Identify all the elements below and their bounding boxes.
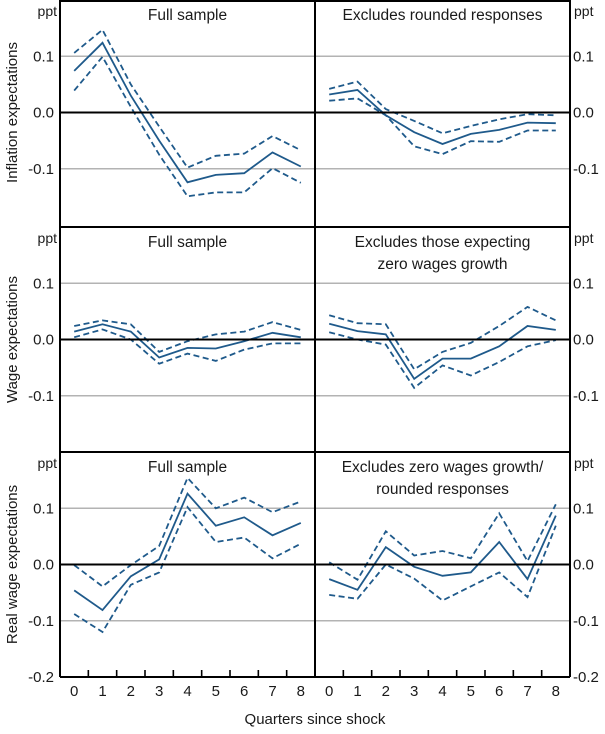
x-tick-label: 4 [183,683,191,700]
series-line-upper-bound [73,28,302,169]
series-line-lower-bound [329,97,556,156]
y-axis-title: Inflation expectations [4,42,21,183]
panel-title: Full sample [148,459,227,476]
y-tick-label-left: 0.0 [33,332,54,349]
series-line-upper-bound [328,503,557,581]
y-axis-title: Real wage expectations [4,485,21,644]
series-line-upper-bound [328,80,556,135]
panel-title: rounded responses [376,481,509,498]
unit-label-left: ppt [38,3,58,19]
x-tick-label: 5 [212,683,220,700]
y-tick-label-left: -0.1 [28,613,54,630]
panel-title: Full sample [148,7,227,24]
series-line-estimate [328,322,556,381]
y-tick-label-right: -0.1 [573,388,599,405]
x-tick-label: 6 [495,683,503,700]
x-tick-label: 2 [382,683,390,700]
panel-title: Full sample [148,234,227,251]
x-tick-label: 5 [467,683,475,700]
x-tick-label: 0 [325,683,333,700]
x-tick-label: 6 [240,683,248,700]
y-tick-label-left: 0.0 [33,557,54,574]
y-tick-label-right: -0.1 [573,613,599,630]
x-tick-label: 0 [70,683,78,700]
y-tick-label-right: 0.1 [573,500,594,517]
series-line-lower-bound [73,328,301,365]
x-tick-label: 8 [552,683,560,700]
series-line-lower-bound [73,55,302,198]
x-tick-label: 1 [98,683,106,700]
series-line-lower-bound [328,331,556,390]
series-line-estimate [73,323,301,359]
y-tick-label-left: 0.1 [33,500,54,517]
series-line-lower-bound [73,505,302,634]
label-layer: 0.1 0.1 0.0 0.0 -0.1 -0.1 ppt ppt Inflation expe… [4,3,599,700]
x-tick-label: 7 [523,683,531,700]
x-tick-label: 7 [268,683,276,700]
series-line-lower-bound [329,525,557,602]
x-tick-label: 1 [353,683,361,700]
y-tick-label-right: 0.0 [573,557,594,574]
y-tick-label-left: 0.0 [33,105,54,122]
y-tick-label-left: 0.1 [33,275,54,292]
x-tick-label: 2 [127,683,135,700]
y-tick-label-left: -0.1 [28,161,54,178]
x-tick-label: 8 [297,683,305,700]
panel-title: Excludes rounded responses [343,7,543,24]
y-tick-label-right: 0.1 [573,275,594,292]
y-tick-label-left: -0.2 [28,669,54,686]
unit-label-right: ppt [574,230,594,246]
series-line-upper-bound [328,305,557,371]
y-axis-title: Wage expectations [4,276,21,403]
panel-title: Excludes those expecting [355,234,531,251]
y-tick-label-left: 0.1 [33,48,54,65]
unit-label-left: ppt [38,455,58,471]
y-tick-label-right: 0.0 [573,332,594,349]
panel-title: Excludes zero wages growth/ [342,459,544,476]
series-line-estimate [73,41,302,184]
series-layer [73,28,557,634]
x-tick-label: 3 [410,683,418,700]
unit-label-right: ppt [574,3,594,19]
y-tick-label-right: -0.1 [573,161,599,178]
series-line-upper-bound [73,476,302,588]
x-tick-label: 3 [155,683,163,700]
y-tick-label-right: -0.2 [573,669,599,686]
x-tick-label: 4 [438,683,446,700]
series-line-estimate [328,515,557,591]
series-line-upper-bound [74,319,302,353]
panel-title: zero wages growth [377,256,507,273]
frame-layer [59,0,571,678]
series-line-estimate [329,89,556,145]
y-tick-label-left: -0.1 [28,388,54,405]
series-line-estimate [73,491,302,612]
y-tick-label-right: 0.1 [573,48,594,65]
y-tick-label-right: 0.0 [573,105,594,122]
x-axis-title: Quarters since shock [245,711,386,728]
unit-label-right: ppt [574,455,594,471]
unit-label-left: ppt [38,230,58,246]
